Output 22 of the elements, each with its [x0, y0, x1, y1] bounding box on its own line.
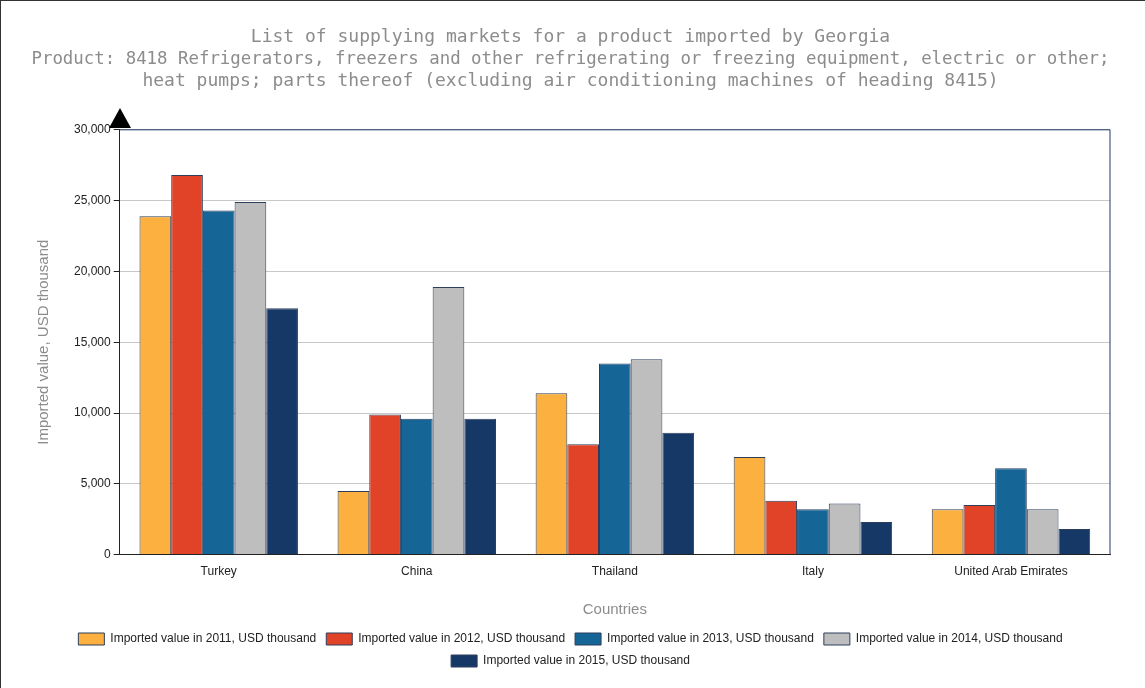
y-tick-label: 10,000 — [74, 405, 112, 420]
y-tick-label: 30,000 — [74, 122, 112, 137]
text: List of supplying markets for a product imported by Georgia — [250, 25, 891, 47]
y-tick-label: 20,000 — [74, 263, 112, 278]
legend-label: Imported value in 2014, USD thousand — [855, 631, 1063, 646]
legend-label: Imported value in 2011, USD thousand — [110, 631, 317, 646]
x-axis-title: Countries — [582, 600, 647, 618]
x-tick-label: Turkey — [200, 564, 237, 579]
y-tick-label: 15,000 — [74, 334, 112, 349]
legend-label: Imported value in 2012, USD thousand — [358, 631, 566, 646]
y-tick-label: 25,000 — [74, 192, 112, 207]
x-tick-label: Thailand — [591, 564, 638, 579]
text: heat pumps; parts thereof (excluding air conditioning machines of heading 8415) — [142, 68, 999, 90]
legend-label: Imported value in 2015, USD thousand — [483, 653, 690, 668]
y-tick-label: 5,000 — [80, 476, 112, 491]
y-axis-title: Imported value, USD thousand — [34, 239, 52, 445]
text: Product: 8418 Refrigerators, freezers and other refrigerating or freezing equipment, electric or other; — [31, 47, 1110, 69]
x-tick-label: China — [401, 564, 433, 579]
x-tick-label: Italy — [801, 564, 824, 579]
y-tick-label: 0 — [104, 546, 112, 561]
x-tick-label: United Arab Emirates — [954, 564, 1068, 579]
legend-label: Imported value in 2013, USD thousand — [607, 631, 814, 646]
